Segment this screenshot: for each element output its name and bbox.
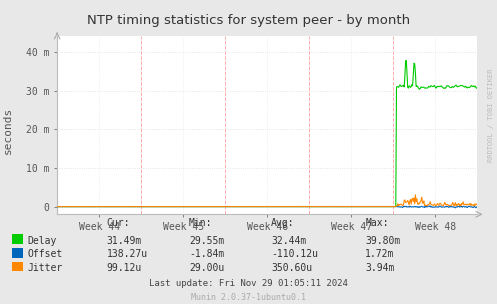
Text: 350.60u: 350.60u bbox=[271, 263, 312, 273]
Text: Max:: Max: bbox=[365, 219, 389, 229]
Text: Delay: Delay bbox=[27, 236, 57, 246]
Text: Jitter: Jitter bbox=[27, 263, 63, 273]
Text: 1.72m: 1.72m bbox=[365, 250, 395, 259]
Text: Offset: Offset bbox=[27, 250, 63, 259]
Text: -1.84m: -1.84m bbox=[189, 250, 224, 259]
Text: RRDTOOL / TOBI OETIKER: RRDTOOL / TOBI OETIKER bbox=[488, 69, 494, 162]
Text: 29.00u: 29.00u bbox=[189, 263, 224, 273]
Text: Avg:: Avg: bbox=[271, 219, 294, 229]
Text: Last update: Fri Nov 29 01:05:11 2024: Last update: Fri Nov 29 01:05:11 2024 bbox=[149, 279, 348, 288]
Text: Munin 2.0.37-1ubuntu0.1: Munin 2.0.37-1ubuntu0.1 bbox=[191, 293, 306, 302]
Text: -110.12u: -110.12u bbox=[271, 250, 318, 259]
Text: Cur:: Cur: bbox=[107, 219, 130, 229]
Text: 39.80m: 39.80m bbox=[365, 236, 401, 246]
Text: Min:: Min: bbox=[189, 219, 212, 229]
Text: 31.49m: 31.49m bbox=[107, 236, 142, 246]
Text: 3.94m: 3.94m bbox=[365, 263, 395, 273]
Text: 138.27u: 138.27u bbox=[107, 250, 148, 259]
Text: seconds: seconds bbox=[2, 107, 12, 154]
Text: NTP timing statistics for system peer - by month: NTP timing statistics for system peer - … bbox=[87, 14, 410, 27]
Text: 29.55m: 29.55m bbox=[189, 236, 224, 246]
Text: 99.12u: 99.12u bbox=[107, 263, 142, 273]
Text: 32.44m: 32.44m bbox=[271, 236, 306, 246]
